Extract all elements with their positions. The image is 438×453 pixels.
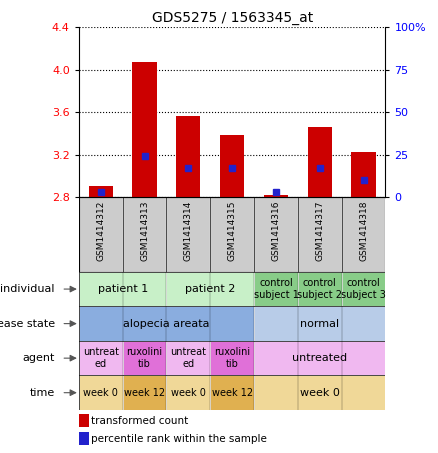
Bar <box>298 272 342 306</box>
Bar <box>342 272 385 306</box>
Text: percentile rank within the sample: percentile rank within the sample <box>91 434 267 444</box>
Text: week 0: week 0 <box>83 388 118 398</box>
Text: week 12: week 12 <box>212 388 253 398</box>
Text: ruxolini
tib: ruxolini tib <box>127 347 162 369</box>
Bar <box>79 414 88 427</box>
Bar <box>166 341 210 376</box>
Bar <box>176 116 200 197</box>
Text: control
subject 2: control subject 2 <box>297 278 342 300</box>
Bar <box>254 197 298 272</box>
Bar <box>79 376 123 410</box>
Text: week 0: week 0 <box>300 388 340 398</box>
Text: agent: agent <box>22 353 55 363</box>
Bar <box>254 306 385 341</box>
Text: control
subject 3: control subject 3 <box>341 278 386 300</box>
Bar <box>342 197 385 272</box>
Bar <box>210 376 254 410</box>
Bar <box>123 197 166 272</box>
Bar <box>351 153 375 197</box>
Text: GSM1414313: GSM1414313 <box>140 200 149 261</box>
Bar <box>132 62 156 197</box>
Bar <box>79 306 254 341</box>
Bar <box>254 376 385 410</box>
Bar <box>254 272 298 306</box>
Bar <box>210 197 254 272</box>
Text: control
subject 1: control subject 1 <box>254 278 298 300</box>
Bar <box>79 341 123 376</box>
Text: week 0: week 0 <box>171 388 206 398</box>
Text: transformed count: transformed count <box>91 416 188 426</box>
Bar <box>79 272 166 306</box>
Text: patient 1: patient 1 <box>98 284 148 294</box>
Bar <box>88 187 113 197</box>
Text: GSM1414317: GSM1414317 <box>315 200 324 261</box>
Bar <box>307 127 332 197</box>
Bar <box>210 341 254 376</box>
Text: time: time <box>29 388 55 398</box>
Bar <box>166 272 254 306</box>
Bar <box>123 376 166 410</box>
Text: GSM1414314: GSM1414314 <box>184 201 193 261</box>
Text: week 12: week 12 <box>124 388 165 398</box>
Text: disease state: disease state <box>0 318 55 328</box>
Bar <box>220 135 244 197</box>
Bar <box>166 197 210 272</box>
Text: GSM1414318: GSM1414318 <box>359 200 368 261</box>
Text: normal: normal <box>300 318 339 328</box>
Text: alopecia areata: alopecia areata <box>123 318 210 328</box>
Bar <box>79 432 88 445</box>
Bar <box>298 197 342 272</box>
Bar <box>166 376 210 410</box>
Text: GSM1414315: GSM1414315 <box>228 200 237 261</box>
Text: GSM1414316: GSM1414316 <box>272 200 280 261</box>
Title: GDS5275 / 1563345_at: GDS5275 / 1563345_at <box>152 11 313 25</box>
Text: patient 2: patient 2 <box>185 284 236 294</box>
Bar <box>123 341 166 376</box>
Bar <box>254 341 385 376</box>
Bar <box>264 195 288 197</box>
Text: ruxolini
tib: ruxolini tib <box>214 347 250 369</box>
Text: individual: individual <box>0 284 55 294</box>
Text: untreat
ed: untreat ed <box>83 347 119 369</box>
Text: GSM1414312: GSM1414312 <box>96 201 105 261</box>
Bar <box>79 197 123 272</box>
Text: untreated: untreated <box>292 353 347 363</box>
Text: untreat
ed: untreat ed <box>170 347 206 369</box>
